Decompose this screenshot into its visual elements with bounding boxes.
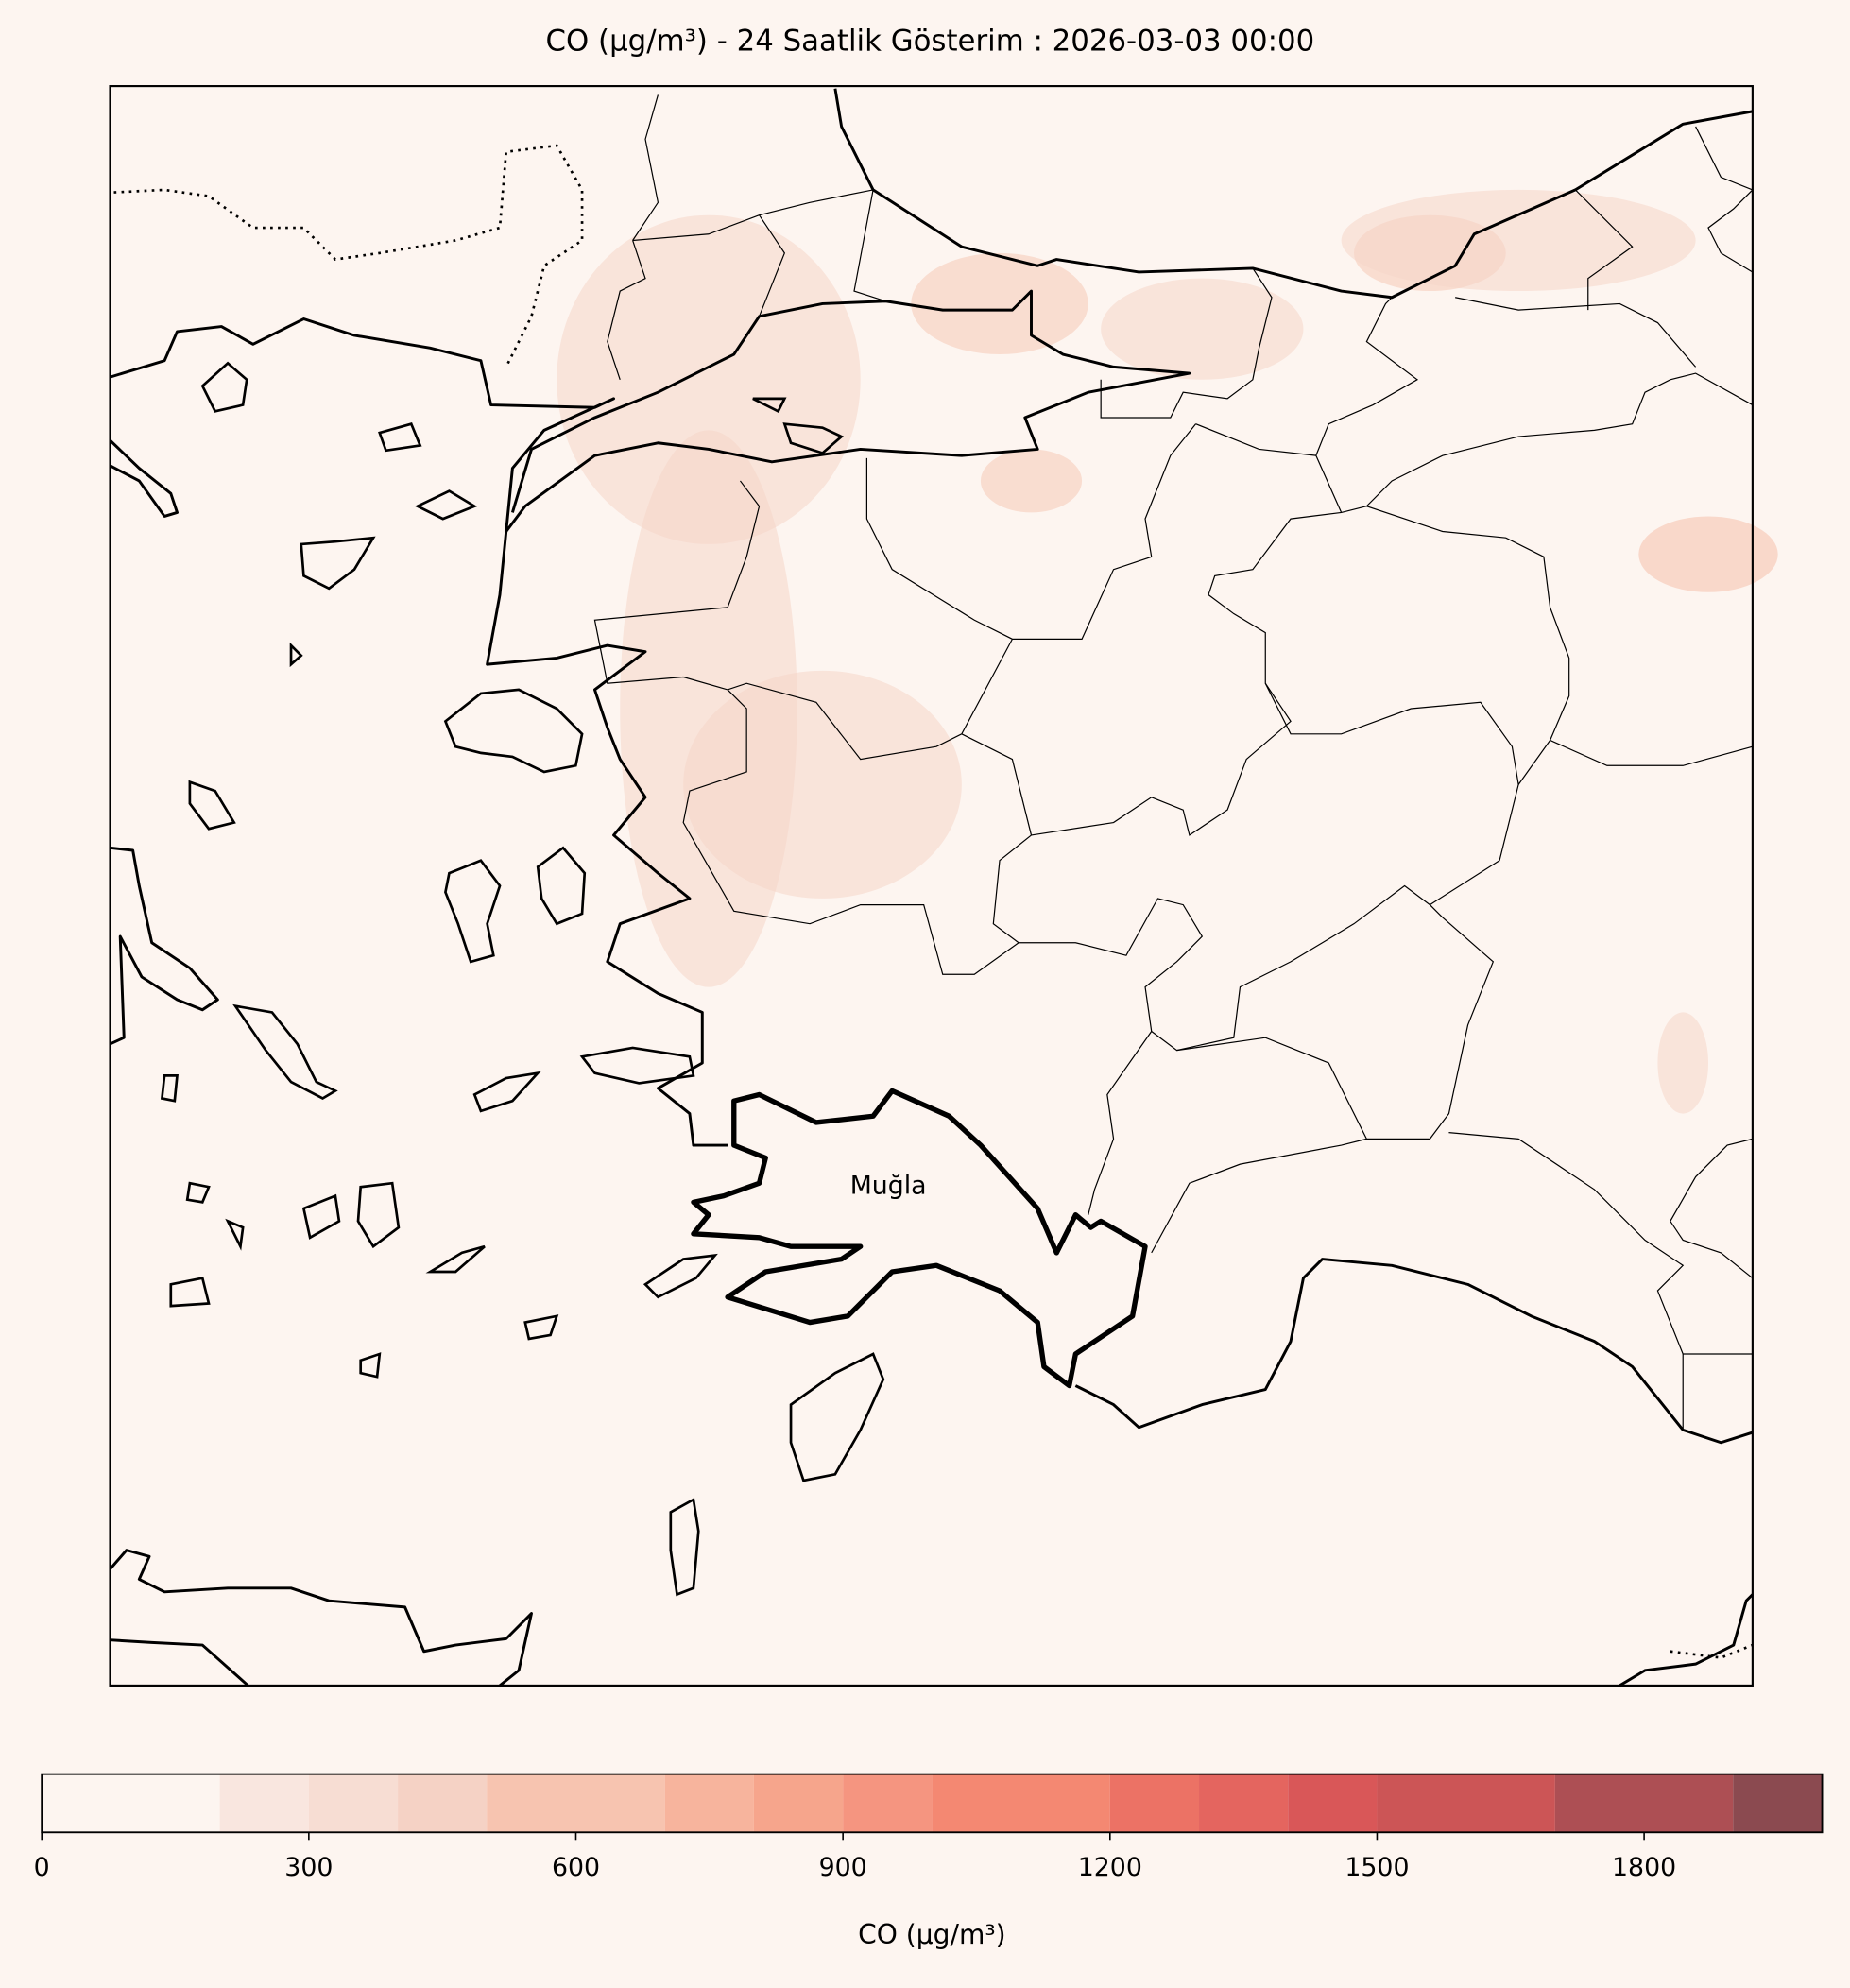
colorbar-segment [487, 1774, 665, 1833]
islands [160, 361, 885, 1597]
colorbar-segment [1109, 1774, 1200, 1833]
colorbar-segment [308, 1774, 399, 1833]
colorbar-segment [1199, 1774, 1289, 1833]
map-frame [109, 85, 1754, 1687]
colorbar: 0 300 600 900 1200 1500 1800 CO (µg/m³) [34, 1773, 1824, 1950]
colorbar-segment [753, 1774, 844, 1833]
colorbar-segment [219, 1774, 309, 1833]
province-borders [593, 94, 1754, 1431]
colorbar-label: CO (µg/m³) [858, 1919, 1005, 1950]
colorbar-tick-label: 600 [552, 1853, 600, 1882]
colorbar-tick-label: 900 [819, 1853, 867, 1882]
concentration-shading [557, 189, 1778, 1114]
colorbar-segment [843, 1774, 933, 1833]
map-title: CO (µg/m³) - 24 Saatlik Gösterim : 2026-… [546, 25, 1315, 59]
colorbar-segment [42, 1774, 220, 1833]
colorbar-tick-label: 1800 [1612, 1853, 1676, 1882]
colorbar-segment [1554, 1774, 1734, 1833]
colorbar-segment [1288, 1774, 1378, 1833]
colorbar-segment [1733, 1774, 1823, 1833]
colorbar-segment [398, 1774, 488, 1833]
province-label: Muğla [850, 1172, 927, 1201]
colorbar-tick-label: 1500 [1345, 1853, 1409, 1882]
colorbar-segment [1377, 1774, 1555, 1833]
map-background [110, 86, 1753, 1686]
colorbar-frame [41, 1773, 1824, 1834]
map: Muğla [109, 85, 1778, 1688]
colorbar-segment [664, 1774, 754, 1833]
highlighted-province [691, 1088, 1148, 1389]
colorbar-tick-label: 0 [34, 1853, 50, 1882]
colorbar-tick-label: 1200 [1078, 1853, 1142, 1882]
colorbar-segment [932, 1774, 1110, 1833]
colorbar-tick-label: 300 [284, 1853, 333, 1882]
